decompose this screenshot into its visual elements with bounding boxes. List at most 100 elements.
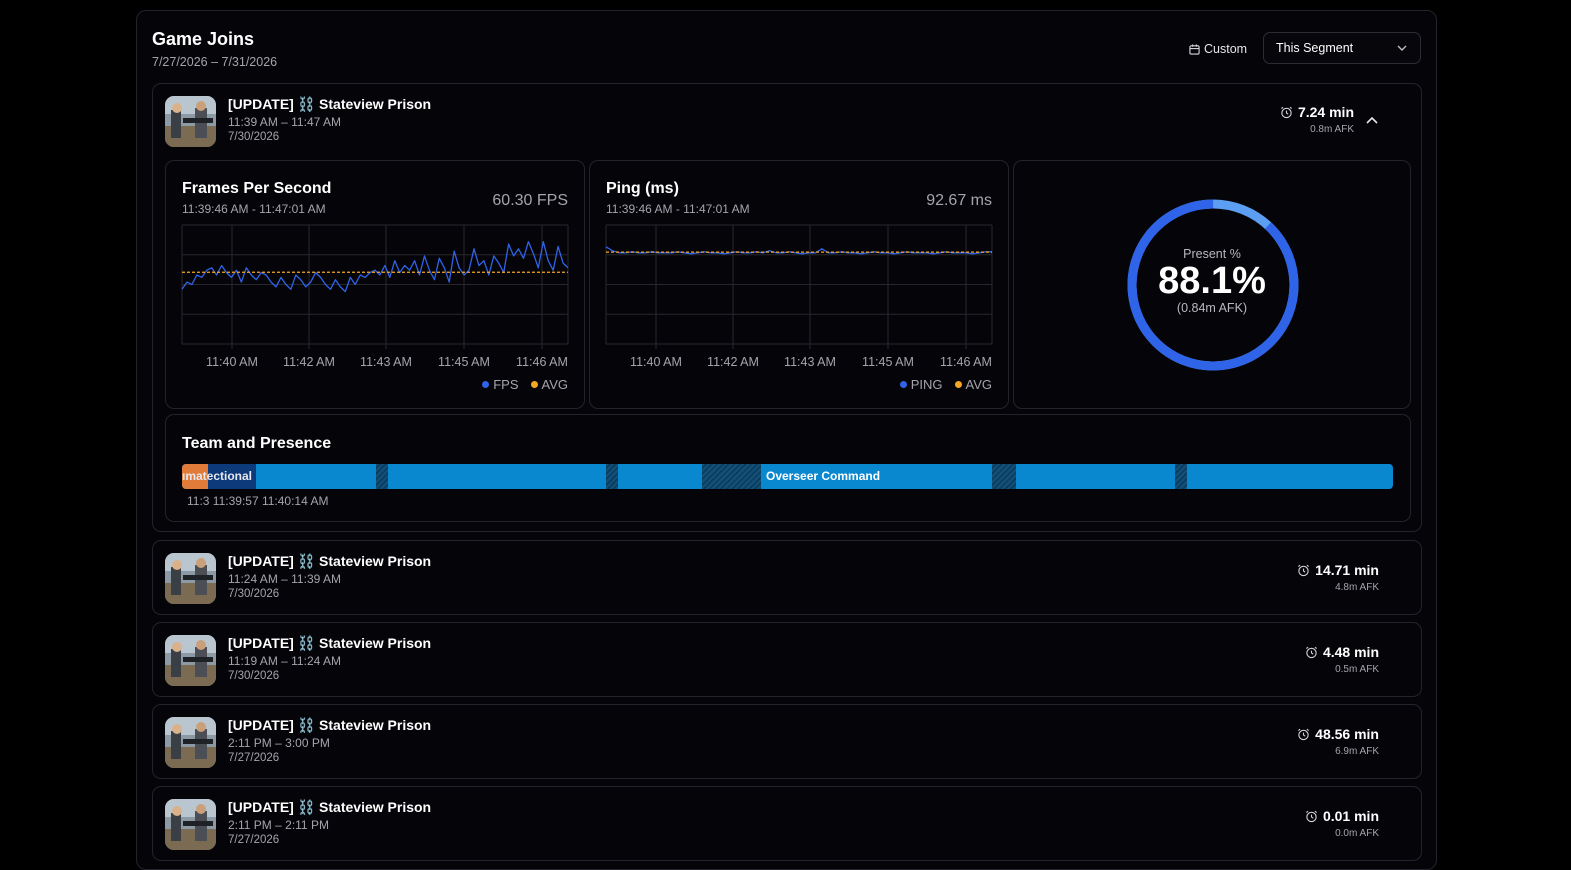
join-time: 11:19 AM – 11:24 AM — [228, 654, 341, 668]
join-date: 7/30/2026 — [228, 131, 280, 143]
alarm-clock-icon — [1298, 564, 1310, 576]
ping-legend: PING AVG — [899, 377, 992, 392]
ping-range: 11:39:46 AM - 11:47:01 AM — [606, 202, 750, 216]
fps-title: Frames Per Second — [182, 180, 332, 197]
alarm-clock-icon — [1305, 646, 1317, 658]
duration: 7.24 min — [1280, 104, 1354, 120]
join-card[interactable]: [UPDATE] ⛓️ Stateview Prison 11:24 AM – … — [152, 540, 1422, 615]
join-title: [UPDATE] ⛓️ Stateview Prison — [228, 799, 432, 815]
x-tick-label: 11:42 AM — [707, 355, 759, 369]
fps-value: 60.30 FPS — [492, 192, 568, 209]
game-thumbnail — [165, 799, 216, 850]
series-line-ping — [605, 246, 992, 255]
legend-item-ping: PING — [899, 377, 943, 392]
chevron-down-icon — [1397, 45, 1407, 51]
presence-segment-label: ımatectional — [182, 469, 253, 483]
x-tick-label: 11:46 AM — [516, 355, 568, 369]
x-tick-label: 11:40 AM — [206, 355, 258, 369]
x-tick-label: 11:45 AM — [862, 355, 914, 369]
afk-segment[interactable] — [702, 464, 761, 489]
afk-value: 6.9m AFK — [1335, 746, 1379, 757]
join-card[interactable]: [UPDATE] ⛓️ Stateview Prison 11:19 AM – … — [152, 622, 1422, 697]
join-date: 7/30/2026 — [228, 588, 280, 600]
x-tick-label: 11:46 AM — [940, 355, 992, 369]
legend-item-avg: AVG — [530, 377, 568, 392]
present-arc — [1127, 199, 1299, 371]
game-joins-panel: Game Joins 7/27/2026 – 7/31/2026 Custom … — [136, 10, 1437, 870]
alarm-clock-icon — [1280, 106, 1292, 118]
join-title: [UPDATE] ⛓️ Stateview Prison — [228, 553, 432, 569]
duration-value: 48.56 min — [1315, 726, 1379, 742]
game-thumbnail — [165, 717, 216, 768]
x-tick-label: 11:45 AM — [438, 355, 490, 369]
team-segment[interactable] — [208, 464, 256, 489]
x-tick-label: 11:40 AM — [630, 355, 682, 369]
alarm-clock-icon — [1298, 728, 1310, 740]
fps-line-chart: 11:40 AM 11:42 AM 11:43 AM 11:45 AM 11:46 AM — [181, 224, 569, 369]
afk-value: 0.0m AFK — [1335, 828, 1379, 839]
afk-value: 0.8m AFK — [1310, 124, 1354, 135]
presence-times: 11:3 11:39:57 11:40:14 AM — [187, 494, 329, 508]
fps-range: 11:39:46 AM - 11:47:01 AM — [182, 202, 326, 216]
segment-select[interactable]: This Segment — [1263, 32, 1421, 64]
custom-range-button[interactable]: Custom — [1189, 40, 1247, 58]
duration: 0.01 min — [1305, 808, 1379, 824]
duration-value: 0.01 min — [1322, 808, 1379, 824]
join-title: [UPDATE] ⛓️ Stateview Prison — [228, 635, 432, 651]
join-title: [UPDATE] ⛓️ Stateview Prison — [228, 717, 432, 733]
join-title: [UPDATE] ⛓️ Stateview Prison — [228, 96, 432, 112]
join-time: 11:24 AM – 11:39 AM — [228, 572, 341, 586]
presence-title: Team and Presence — [182, 435, 332, 452]
join-card[interactable]: [UPDATE] ⛓️ Stateview Prison 2:11 PM – 2… — [152, 786, 1422, 861]
presence-segment-label: Overseer Command — [766, 469, 881, 483]
afk-segment[interactable] — [1175, 464, 1187, 489]
afk-value: 4.8m AFK — [1335, 582, 1379, 593]
team-presence-panel: Team and Presence ımatectional Overseer … — [165, 414, 1411, 522]
legend-item-avg: AVG — [954, 377, 992, 392]
ping-title: Ping (ms) — [606, 180, 679, 197]
game-thumbnail — [165, 553, 216, 604]
present-panel: Present % 88.1% (0.84m AFK) — [1013, 160, 1411, 409]
join-date: 7/27/2026 — [228, 752, 280, 764]
present-donut — [1127, 199, 1299, 371]
duration: 14.71 min — [1297, 562, 1379, 578]
duration: 48.56 min — [1297, 726, 1379, 742]
presence-bar[interactable]: ımatectional Overseer Command — [182, 464, 1393, 489]
date-range: 7/27/2026 – 7/31/2026 — [152, 55, 278, 69]
chevron-up-icon[interactable] — [1365, 114, 1379, 128]
ping-chart-panel: Ping (ms) 11:39:46 AM - 11:47:01 AM 92.6… — [589, 160, 1009, 409]
x-tick-label: 11:42 AM — [283, 355, 335, 369]
segment-select-value: This Segment — [1276, 41, 1354, 55]
present-afk: (0.84m AFK) — [1176, 301, 1248, 315]
duration-value: 7.24 min — [1297, 104, 1354, 120]
calendar-icon — [1189, 43, 1200, 55]
duration-value: 14.71 min — [1315, 562, 1379, 578]
afk-value: 0.5m AFK — [1335, 664, 1379, 675]
team-segment[interactable] — [182, 464, 208, 489]
fps-chart-panel: Frames Per Second 11:39:46 AM - 11:47:01… — [165, 160, 585, 409]
custom-label: Custom — [1204, 42, 1248, 56]
afk-segment[interactable] — [376, 464, 388, 489]
afk-segment[interactable] — [606, 464, 618, 489]
present-label: Present % — [1183, 247, 1241, 261]
join-date: 7/30/2026 — [228, 670, 280, 682]
ping-line-chart: 11:40 AM 11:42 AM 11:43 AM 11:45 AM 11:46 AM — [605, 224, 993, 369]
duration: 4.48 min — [1305, 644, 1379, 660]
duration-value: 4.48 min — [1322, 644, 1379, 660]
afk-segment[interactable] — [992, 464, 1016, 489]
x-tick-label: 11:43 AM — [784, 355, 836, 369]
join-time: 2:11 PM – 3:00 PM — [228, 736, 330, 750]
present-value: 88.1% — [1158, 260, 1266, 302]
alarm-clock-icon — [1305, 810, 1317, 822]
join-card[interactable]: [UPDATE] ⛓️ Stateview Prison 2:11 PM – 3… — [152, 704, 1422, 779]
page-title: Game Joins — [152, 29, 255, 49]
join-time: 2:11 PM – 2:11 PM — [228, 818, 329, 832]
game-thumbnail — [165, 96, 216, 147]
game-thumbnail — [165, 635, 216, 686]
join-card-expanded[interactable]: [UPDATE] ⛓️ Stateview Prison 11:39 AM – … — [152, 83, 1422, 532]
ping-value: 92.67 ms — [926, 192, 992, 209]
join-time: 11:39 AM – 11:47 AM — [228, 115, 341, 129]
join-date: 7/27/2026 — [228, 834, 280, 846]
x-tick-label: 11:43 AM — [360, 355, 412, 369]
legend-item-fps: FPS — [482, 377, 519, 392]
